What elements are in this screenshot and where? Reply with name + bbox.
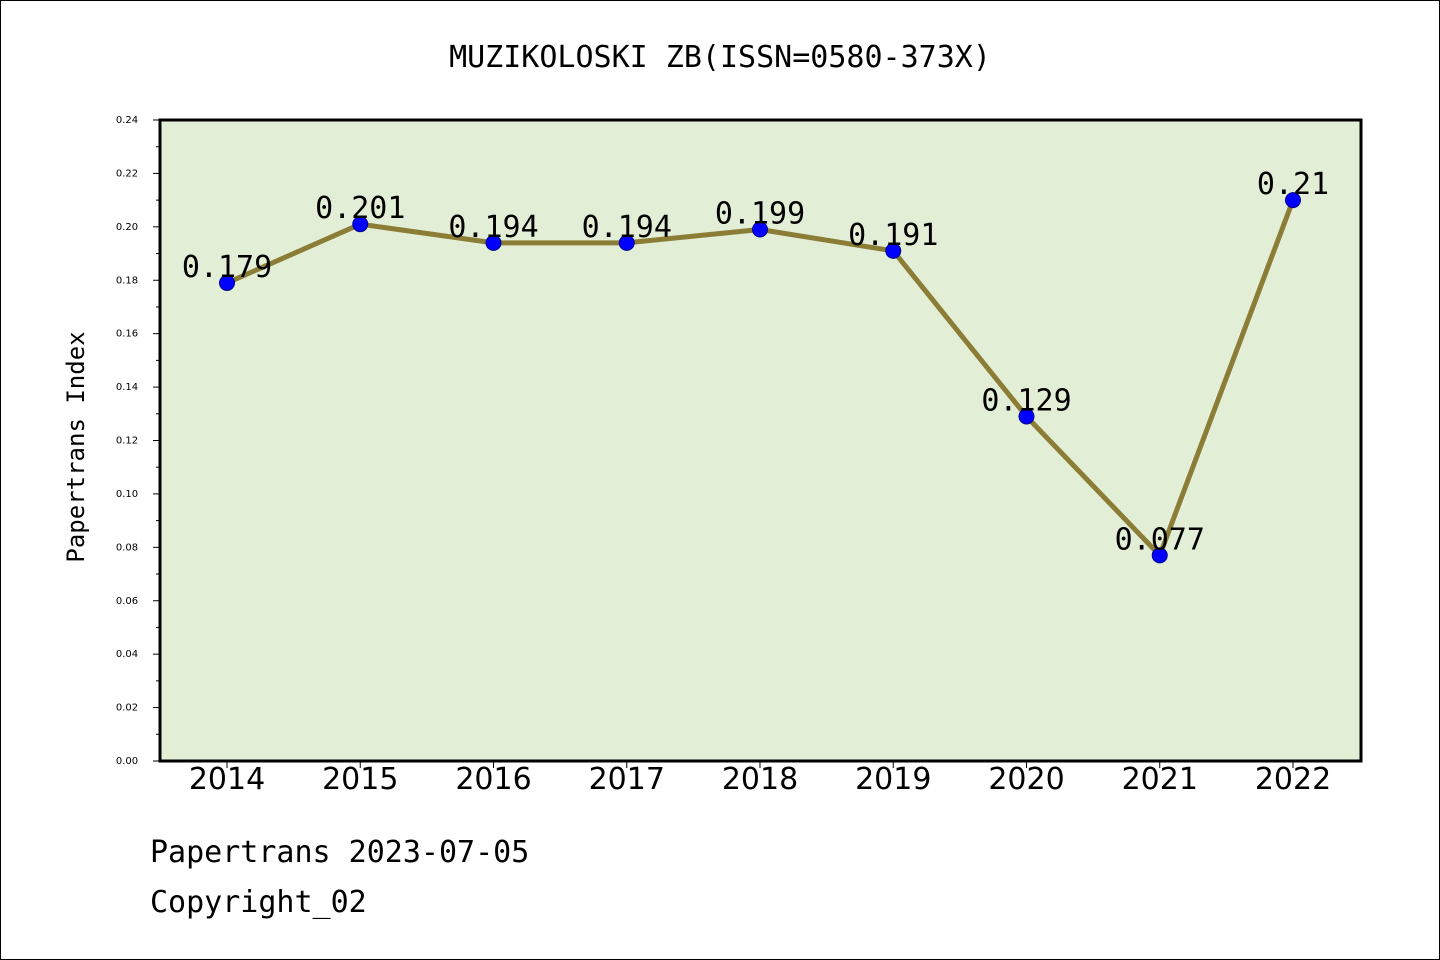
data-label: 0.194 (448, 210, 538, 245)
y-tick-label: 0.12 (116, 436, 138, 447)
data-label: 0.077 (1115, 522, 1205, 557)
data-label: 0.191 (848, 218, 938, 253)
y-tick-label: 0.10 (116, 489, 138, 500)
y-tick-label: 0.24 (116, 115, 138, 126)
y-tick-label: 0.22 (116, 168, 138, 179)
data-point (352, 216, 369, 233)
x-tick-label: 2021 (1122, 762, 1198, 797)
data-label: 0.194 (582, 210, 672, 245)
y-axis: 0.00 0.02 0.04 0.06 0.08 0.10 0.12 0.14 0.16 0.18… (116, 115, 160, 767)
data-point (485, 234, 502, 251)
y-tick-label: 0.14 (116, 382, 138, 393)
y-tick-label: 0.16 (116, 329, 138, 340)
x-tick-label: 2015 (322, 762, 398, 797)
y-tick-label: 0.08 (116, 542, 138, 553)
data-label: 0.21 (1257, 167, 1329, 202)
data-markers (219, 192, 1301, 564)
x-tick-label: 2019 (855, 762, 931, 797)
data-point (219, 274, 235, 291)
footer-copyright: Copyright_02 (150, 885, 367, 920)
chart-title: MUZIKOLOSKI ZB(ISSN=0580-373X) (449, 40, 991, 75)
x-tick-label: 2022 (1255, 762, 1331, 797)
data-labels: 0.179 0.201 0.194 0.194 0.199 0.191 0.129 0.077… (182, 167, 1329, 557)
x-tick-label: 2016 (455, 762, 531, 797)
footer-date: Papertrans 2023-07-05 (150, 835, 530, 870)
y-tick-label: 0.18 (116, 275, 138, 286)
data-label: 0.179 (182, 250, 272, 285)
y-tick-label: 0.02 (116, 703, 138, 714)
y-tick-label: 0.20 (116, 222, 138, 233)
y-axis-label: Papertrans Index (62, 331, 90, 562)
x-axis: 2014 2015 2016 2017 2018 2019 2020 2021 2022 (189, 761, 1331, 797)
y-tick-label: 0.04 (116, 649, 138, 660)
data-point (618, 234, 635, 251)
data-point (1285, 192, 1301, 209)
x-tick-label: 2014 (189, 762, 265, 797)
data-label: 0.201 (315, 191, 405, 226)
data-label: 0.129 (981, 383, 1071, 418)
x-tick-label: 2017 (589, 762, 665, 797)
data-label: 0.199 (715, 197, 805, 232)
x-tick-label: 2018 (722, 762, 798, 797)
y-tick-label: 0.06 (116, 596, 138, 607)
data-point (1018, 408, 1035, 425)
data-point (1151, 547, 1168, 564)
y-tick-label: 0.00 (116, 756, 138, 767)
data-point (885, 242, 902, 259)
x-tick-label: 2020 (988, 762, 1064, 797)
data-point (752, 221, 768, 238)
